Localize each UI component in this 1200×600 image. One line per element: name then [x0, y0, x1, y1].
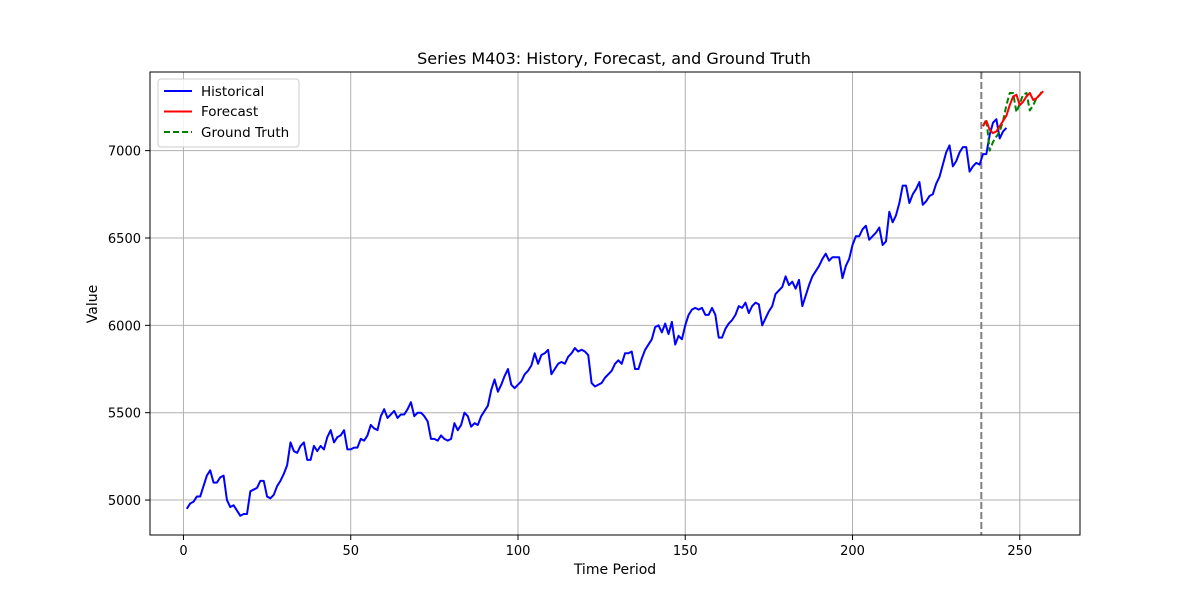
legend-box — [157, 78, 300, 148]
y-tick-label: 6000 — [108, 319, 141, 334]
chart-title: Series M403: History, Forecast, and Grou… — [417, 49, 811, 68]
legend-historical-label: Historical — [201, 84, 264, 100]
legend: Historical Forecast Ground Truth — [157, 78, 300, 148]
x-tick-label: 150 — [673, 544, 698, 559]
y-tick-label: 5000 — [108, 494, 141, 509]
series-line-historical — [185, 118, 1008, 517]
x-tick-label: 50 — [342, 544, 359, 559]
grid — [150, 72, 1080, 535]
x-tick-label: 250 — [1007, 544, 1032, 559]
y-tick-label: 6500 — [108, 232, 141, 247]
legend-forecast-label: Forecast — [201, 104, 258, 120]
x-tick-label: 0 — [179, 544, 187, 559]
plot-area — [185, 72, 1045, 535]
y-axis-label: Value — [85, 285, 101, 323]
series-line-ground-truth — [982, 88, 1045, 152]
x-axis-label: Time Period — [573, 562, 656, 578]
axes: 0 50 100 150 200 250 5000 5500 6000 6500 7000 — [108, 145, 1032, 559]
y-tick-label: 7000 — [108, 145, 141, 160]
x-tick-label: 100 — [506, 544, 531, 559]
x-tick-label: 200 — [840, 544, 865, 559]
legend-ground-truth-label: Ground Truth — [201, 125, 289, 141]
plot-frame — [149, 71, 1081, 536]
y-tick-label: 5500 — [108, 407, 141, 422]
series-line-forecast — [982, 90, 1044, 135]
